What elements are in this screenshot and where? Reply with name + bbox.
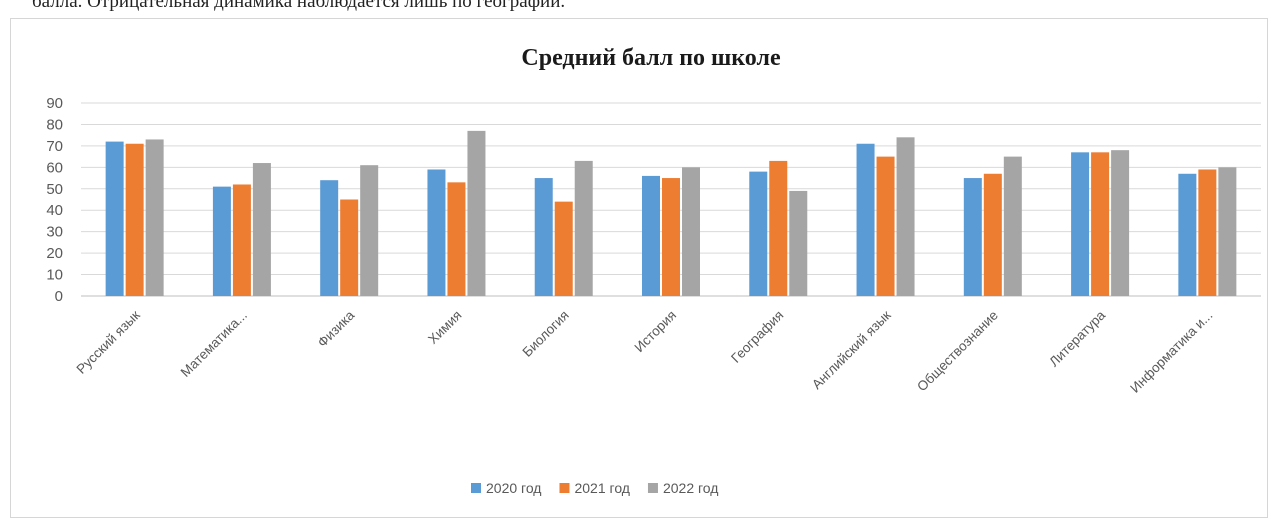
bar-10-series-2 — [1091, 152, 1110, 296]
y-tick-label: 80 — [46, 116, 63, 133]
bar-6-series-1 — [642, 175, 660, 296]
bar-7-series-2 — [769, 160, 788, 296]
bar-1-series-3 — [145, 139, 164, 296]
bar-5-series-2 — [554, 201, 573, 296]
chart-container: Средний балл по школе 0 10 20 30 40 50 60 70 80 9… — [10, 18, 1268, 518]
x-tick-label: Химия — [425, 308, 464, 347]
legend: 2020 год 2021 год 2022 год — [471, 480, 718, 496]
bar-6-series-3 — [682, 167, 700, 296]
x-tick-label: Обществознание — [914, 308, 1001, 395]
x-tick-label: Физика — [315, 307, 358, 350]
bar-5-series-1 — [534, 178, 553, 296]
chart-title: Средний балл по школе — [521, 45, 781, 71]
bar-4-series-1 — [427, 169, 446, 296]
legend-label: 2021 год — [574, 480, 629, 496]
y-tick-label: 0 — [55, 288, 63, 305]
bar-2-series-1 — [212, 186, 231, 296]
y-tick-label: 90 — [46, 95, 63, 112]
bar-9-series-1 — [963, 178, 982, 296]
bar-8-series-2 — [876, 156, 895, 296]
x-tick-label: История — [631, 308, 679, 356]
bar-9-series-3 — [1003, 156, 1022, 296]
bar-5-series-3 — [574, 160, 593, 296]
bar-2-series-2 — [232, 184, 251, 296]
bar-3-series-1 — [320, 180, 339, 296]
bar-1-series-2 — [125, 143, 144, 296]
x-tick-label: Русский язык — [73, 307, 142, 376]
x-tick-label: Информатика и... — [1127, 308, 1215, 396]
bar-11-series-1 — [1178, 173, 1197, 296]
y-tick-label: 50 — [46, 181, 63, 198]
bar-10-series-1 — [1071, 152, 1090, 296]
bar-9-series-2 — [983, 173, 1002, 296]
y-tick-label: 30 — [46, 224, 63, 241]
x-tick-label: Математика... — [178, 308, 250, 380]
x-tick-label: География — [728, 308, 786, 366]
bar-1-series-1 — [105, 141, 124, 296]
y-tick-label: 70 — [46, 138, 63, 155]
chart-svg: Средний балл по школе 0 10 20 30 40 50 60 70 80 9… — [46, 45, 1261, 496]
bar-3-series-2 — [340, 199, 359, 296]
bars — [105, 130, 1237, 296]
bar-8-series-3 — [896, 137, 915, 296]
x-tick-label: Литература — [1046, 307, 1108, 369]
bar-4-series-3 — [467, 130, 486, 296]
y-tick-label: 60 — [46, 159, 63, 176]
y-tick-label: 40 — [46, 202, 63, 219]
bar-11-series-3 — [1218, 167, 1237, 296]
y-tick-label: 10 — [46, 267, 63, 284]
bar-6-series-2 — [662, 178, 680, 296]
x-axis-ticks: Русский язык Математика... Физика Химия Биол… — [73, 307, 1215, 396]
legend-swatch — [471, 483, 481, 493]
bar-11-series-2 — [1198, 169, 1217, 296]
legend-swatch — [559, 483, 570, 493]
legend-swatch — [647, 483, 658, 493]
x-tick-label: Английский язык — [809, 307, 894, 392]
bar-3-series-3 — [360, 165, 379, 296]
bar-7-series-3 — [789, 190, 808, 296]
x-tick-label: Биология — [520, 308, 572, 360]
bar-10-series-3 — [1111, 150, 1130, 296]
legend-label: 2020 год — [486, 480, 541, 496]
bar-7-series-1 — [749, 171, 768, 296]
y-tick-label: 20 — [46, 245, 63, 262]
document-text-line: балла. Отрицательная динамика наблюдаетс… — [32, 0, 566, 12]
bar-4-series-2 — [447, 182, 466, 296]
bar-2-series-3 — [252, 163, 271, 296]
bar-8-series-1 — [856, 143, 875, 296]
legend-label: 2022 год — [663, 480, 718, 496]
y-axis-ticks: 0 10 20 30 40 50 60 70 80 90 — [46, 95, 63, 305]
